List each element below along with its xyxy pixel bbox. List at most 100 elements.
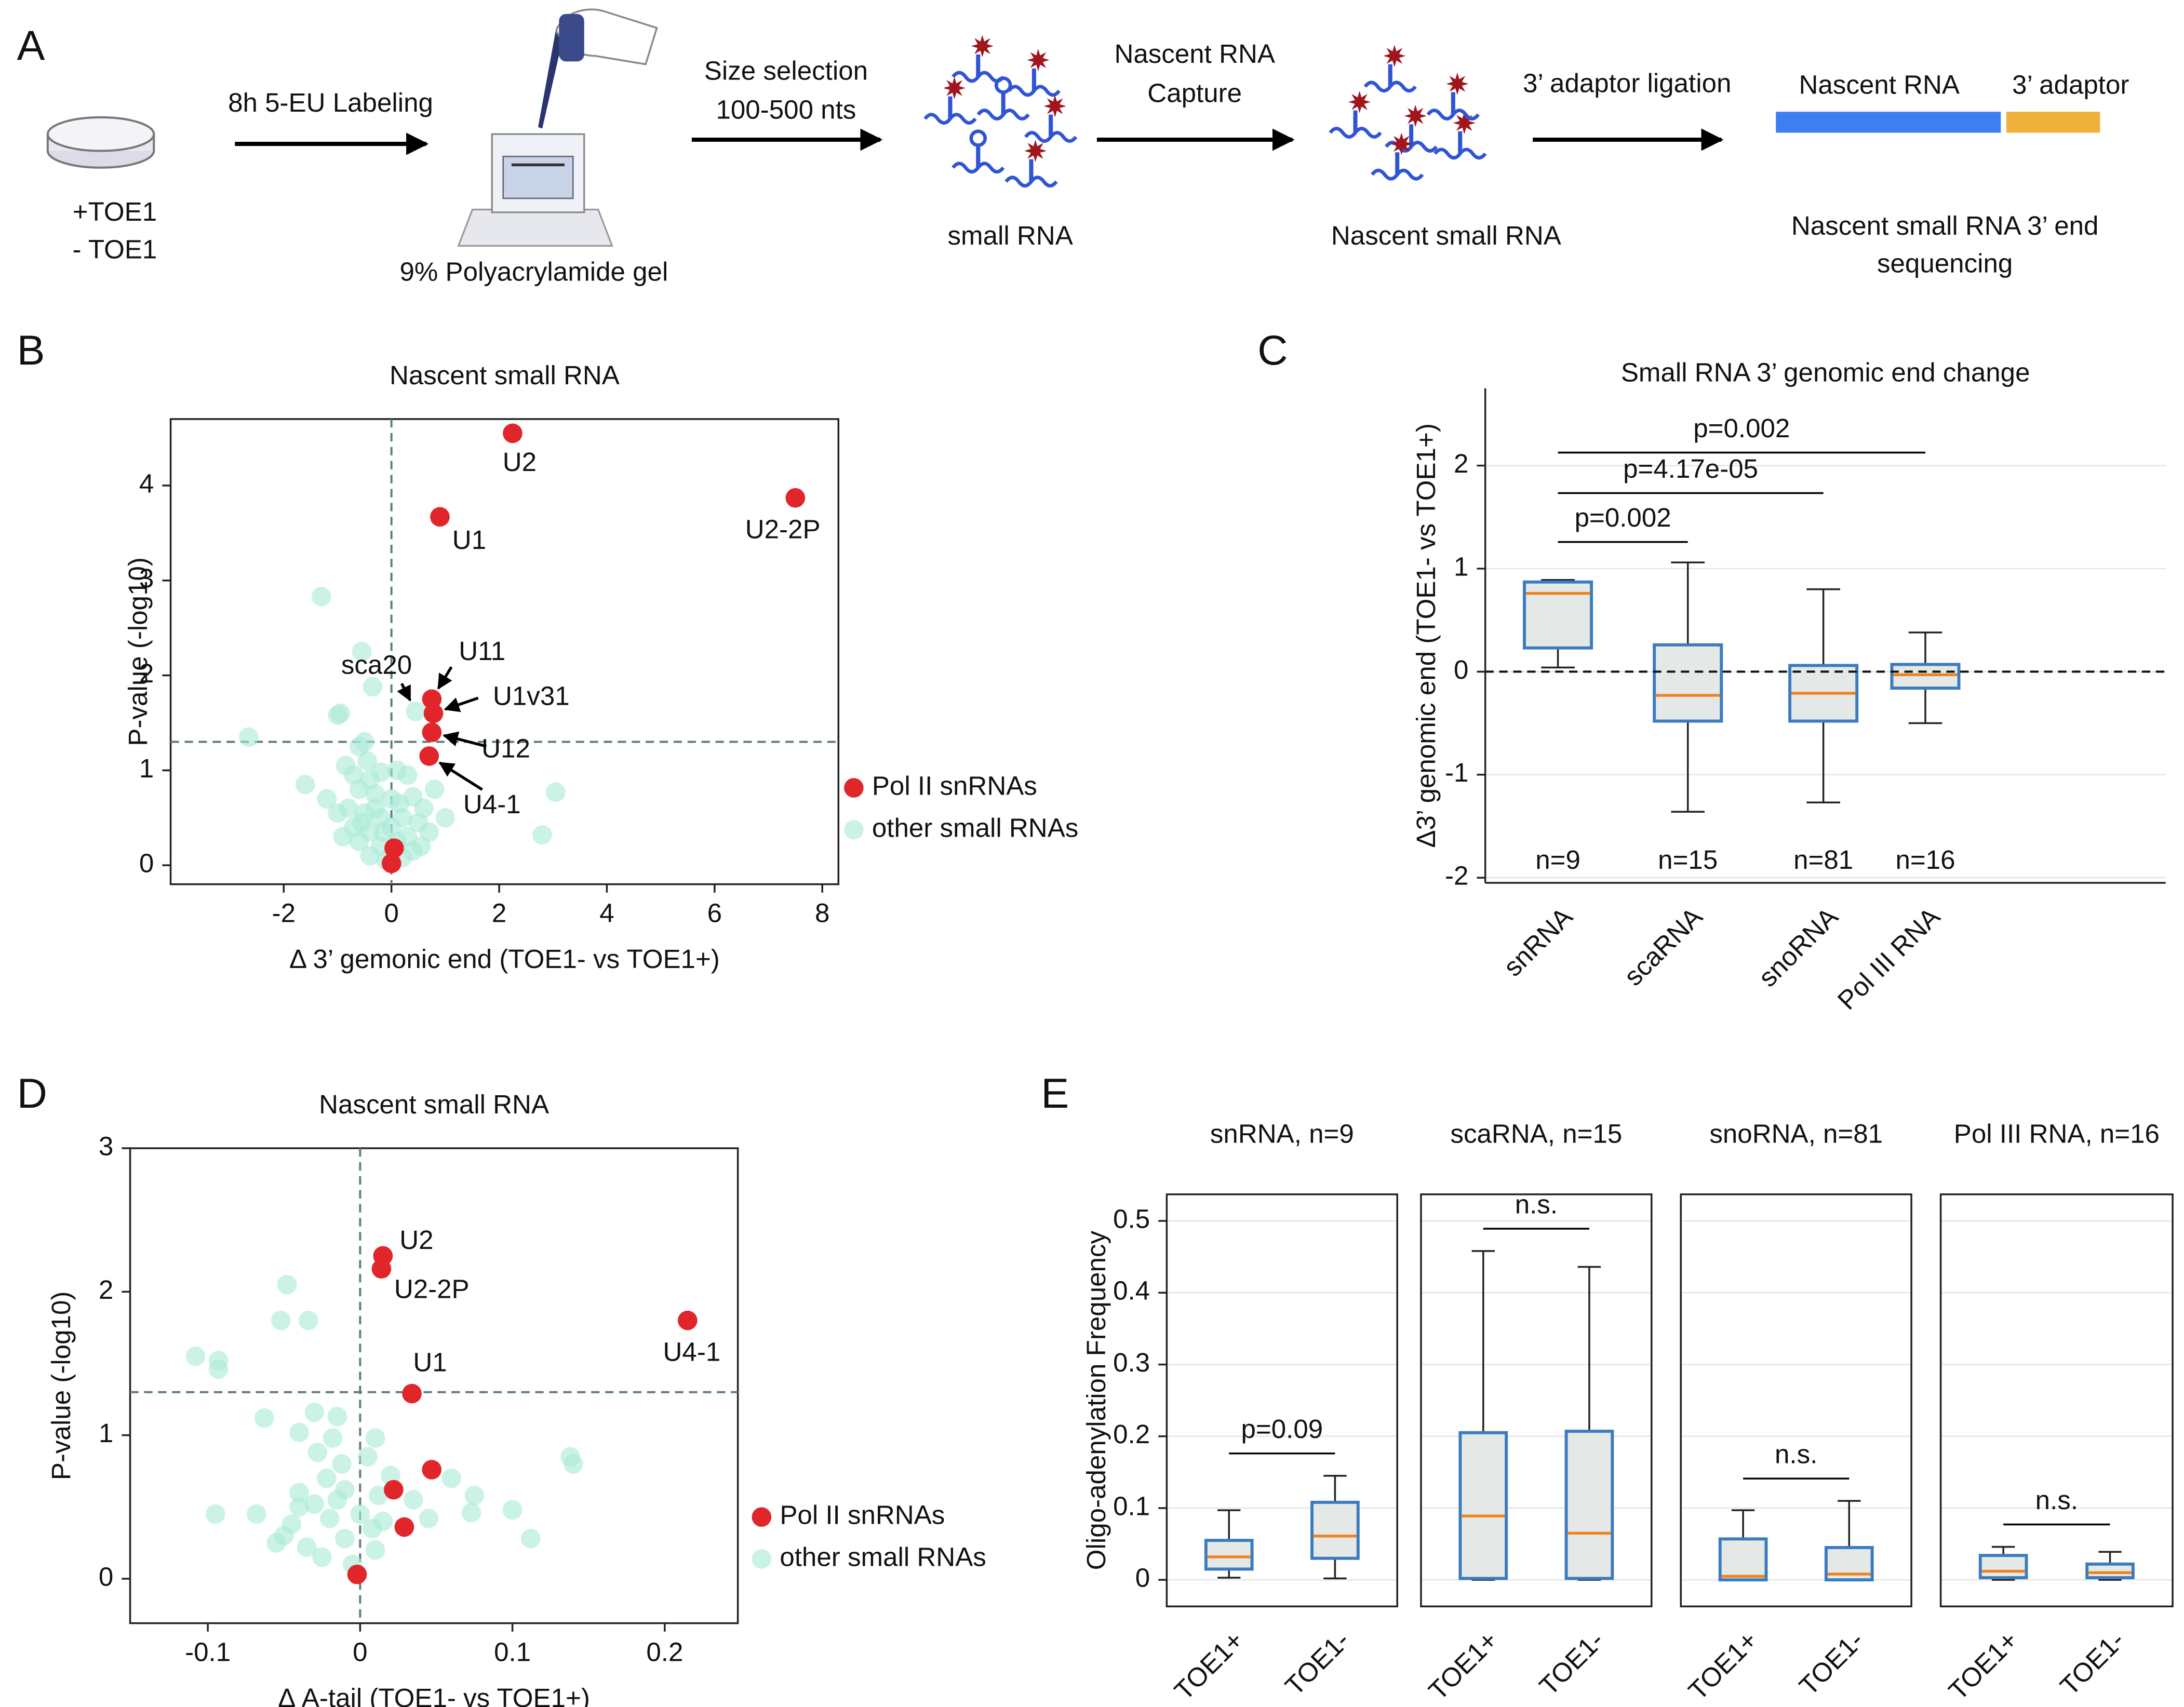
data-point	[323, 1428, 343, 1448]
plot-frame	[1680, 1193, 1912, 1608]
y-tick-label: 3	[139, 563, 154, 593]
plot-frame	[1420, 1193, 1653, 1608]
data-point	[277, 1274, 297, 1295]
step-caption: small RNA	[947, 221, 1073, 250]
box	[1890, 663, 1961, 690]
condition-label: - TOE1	[73, 235, 157, 264]
point-label: U2	[503, 447, 537, 477]
data-point	[441, 1468, 462, 1488]
label-star	[1390, 132, 1413, 155]
label-star	[1383, 45, 1406, 68]
x-tick-label: snRNA	[1498, 902, 1578, 982]
step-label: 8h 5-EU Labeling	[228, 88, 433, 117]
x-tick-label: 4	[599, 898, 614, 928]
data-point	[402, 1383, 422, 1404]
data-point	[312, 1547, 332, 1567]
data-point	[419, 746, 439, 766]
significance-label: p=4.17e-05	[1623, 454, 1758, 483]
panel-title: snRNA, n=9	[1210, 1119, 1354, 1148]
data-point	[397, 765, 418, 785]
significance-label: n.s.	[2035, 1485, 2078, 1515]
data-point	[347, 1564, 367, 1584]
data-point	[404, 1490, 423, 1510]
x-tick-label: 0.2	[646, 1637, 683, 1666]
rna-strand	[1371, 168, 1424, 181]
box	[1310, 1500, 1360, 1560]
chart-title: Small RNA 3’ genomic end change	[1621, 357, 2030, 387]
legend-swatch	[844, 778, 864, 798]
plot-frame	[1939, 1193, 2174, 1608]
label-star	[1027, 49, 1050, 72]
data-point	[365, 1428, 385, 1448]
panel-title: snoRNA, n=81	[1709, 1119, 1883, 1148]
data-point	[368, 1485, 388, 1506]
n-label: n=9	[1535, 845, 1580, 875]
step-caption: sequencing	[1877, 249, 2013, 278]
data-point	[319, 1509, 340, 1528]
y-axis-label: P-value (-log10)	[46, 1292, 76, 1480]
x-tick-label: TOE1+	[1169, 1625, 1249, 1706]
x-tick-label: -0.1	[185, 1637, 231, 1666]
data-point	[520, 1528, 541, 1549]
y-tick-label: 1	[1454, 552, 1468, 581]
data-point	[304, 1494, 325, 1514]
y-tick-label: 2	[139, 658, 154, 688]
step-label: Size selection	[704, 56, 868, 85]
panel-label: D	[17, 1070, 47, 1117]
label-star	[1446, 72, 1469, 95]
data-point	[435, 808, 455, 828]
data-point	[411, 836, 431, 856]
data-point	[363, 677, 383, 697]
significance-label: p=0.002	[1575, 503, 1671, 532]
n-label: n=15	[1658, 845, 1718, 875]
data-point	[317, 1468, 337, 1488]
legend-label: Pol II snRNAs	[780, 1500, 945, 1530]
data-point	[371, 762, 391, 782]
step-caption: 9% Polyacrylamide gel	[399, 257, 668, 287]
significance-label: p=0.002	[1693, 413, 1790, 443]
data-point	[430, 507, 450, 527]
data-point	[349, 736, 369, 757]
data-point	[352, 813, 372, 832]
x-tick-label: TOE1+	[1423, 1625, 1504, 1706]
x-tick-label: 0	[353, 1637, 367, 1666]
x-tick-label: 8	[815, 898, 829, 928]
y-tick-label: 1	[139, 754, 154, 783]
bar-label: Nascent RNA	[1799, 70, 1960, 99]
data-point	[464, 1485, 485, 1506]
panel-label: C	[1257, 327, 1288, 374]
data-point	[295, 774, 315, 795]
rna-loop	[994, 76, 1012, 94]
y-tick-label: -2	[1445, 861, 1468, 891]
y-tick-label: 4	[139, 468, 154, 498]
y-tick-label: 2	[99, 1275, 113, 1305]
x-tick-label: 0.1	[494, 1637, 531, 1666]
y-tick-label: 0.1	[1113, 1491, 1150, 1521]
data-point	[394, 1517, 414, 1537]
plot-frame	[1165, 1193, 1398, 1608]
y-tick-label: 0.3	[1113, 1348, 1150, 1377]
panel-title: Pol III RNA, n=16	[1954, 1119, 2160, 1148]
condition-label: +TOE1	[73, 197, 157, 226]
data-point	[335, 1528, 355, 1549]
data-point	[373, 822, 393, 842]
data-point	[423, 703, 444, 723]
box	[1978, 1554, 2028, 1579]
x-tick-label: TOE1+	[1943, 1625, 2024, 1706]
sequence-bar	[1776, 112, 2001, 133]
step-caption: Nascent small RNA	[1331, 221, 1561, 250]
data-point	[349, 779, 369, 799]
x-axis-label: Δ 3’ gemonic end (TOE1- vs TOE1+)	[289, 944, 720, 974]
data-point	[333, 827, 353, 847]
data-point	[208, 1359, 229, 1379]
data-point	[365, 1540, 385, 1560]
data-point	[358, 1447, 378, 1467]
label-arrow	[438, 761, 483, 791]
point-label: U4-1	[463, 789, 521, 819]
y-tick-label: 0	[1135, 1563, 1150, 1593]
point-label: U2-2P	[745, 515, 821, 544]
label-star	[971, 35, 994, 58]
bar-label: 3’ adaptor	[2012, 70, 2129, 99]
legend-swatch	[844, 819, 864, 840]
